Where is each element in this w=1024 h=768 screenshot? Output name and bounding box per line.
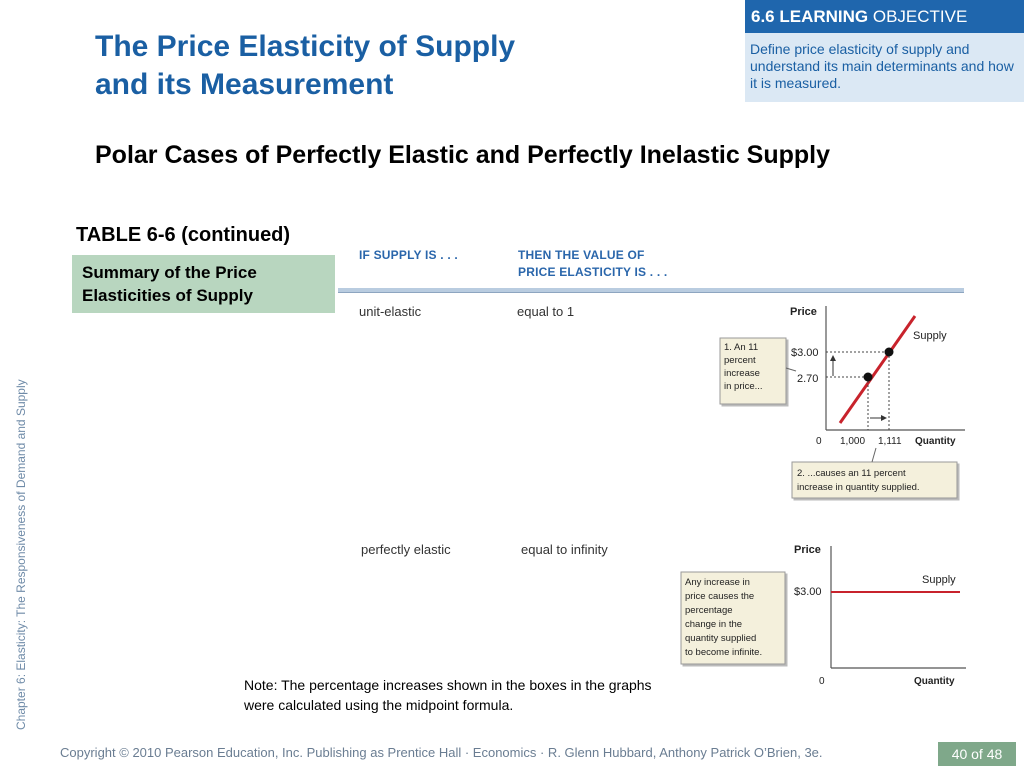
origin-label: 0 — [816, 436, 822, 447]
copyright-footer: Copyright © 2010 Pearson Education, Inc.… — [60, 745, 823, 760]
point-high — [884, 347, 894, 357]
slide-subtitle: Polar Cases of Perfectly Elastic and Per… — [95, 141, 831, 169]
callout-quantity-increase — [791, 461, 958, 499]
table-summary-box: Summary of the Price Elasticities of Sup… — [72, 255, 335, 313]
page-number-badge: 40 of 48 — [938, 742, 1016, 766]
table-label: TABLE 6-6 (continued) — [76, 224, 291, 246]
callout-infinite-change — [680, 571, 786, 665]
unit-elastic-supply-graph: Price Quantity Supply $3.00 2.70 0 1,000… — [719, 306, 965, 499]
origin-label: 0 — [819, 676, 825, 687]
row-unit-elastic-label: unit-elastic — [359, 304, 422, 319]
table-header-rule — [338, 288, 964, 293]
perfectly-elastic-supply-graph: Price Quantity 0 Supply $3.00 Any increa… — [680, 544, 966, 687]
column-header-elasticity-line1: THEN THE VALUE OF — [518, 248, 645, 262]
column-header-supply: IF SUPPLY IS . . . — [359, 248, 458, 262]
y-axis-label: Price — [794, 544, 821, 556]
column-header-elasticity-line2: PRICE ELASTICITY IS . . . — [518, 265, 668, 279]
price-label: $3.00 — [794, 586, 822, 598]
chapter-side-label: Chapter 6: Elasticity: The Responsivenes… — [14, 379, 28, 730]
callout-price-increase — [719, 337, 787, 405]
supply-curve-label: Supply — [913, 330, 947, 342]
row-unit-elastic-value: equal to 1 — [517, 304, 575, 319]
learning-objective-text: Define price elasticity of supply and un… — [750, 41, 1014, 91]
supply-curve — [838, 315, 917, 424]
supply-curve-label: Supply — [922, 574, 956, 586]
title-line-2: and its Measurement — [95, 68, 394, 101]
objective-number: 6.6 LEARNING — [751, 7, 869, 26]
row-perfectly-elastic-value: equal to infinity — [521, 542, 608, 557]
price-low-label: 2.70 — [797, 373, 818, 385]
row-perfectly-elastic-label: perfectly elastic — [361, 542, 451, 557]
footnote: Note: The percentage increases shown in … — [244, 677, 652, 713]
column-header-elasticity: THEN THE VALUE OF PRICE ELASTICITY IS . … — [518, 247, 667, 281]
callout-price-increase-text: 1. An 11 percent increase in price... — [724, 342, 763, 392]
page-title: The Price Elasticity of Supply and its M… — [95, 28, 655, 104]
callout-quantity-increase-text: 2. ...causes an 11 percent increase in q… — [797, 468, 920, 493]
quantity-low-label: 1,000 — [840, 436, 865, 447]
quantity-high-label: 1,111 — [878, 436, 902, 447]
x-axis-label: Quantity — [914, 676, 955, 687]
learning-objective-header: 6.6 LEARNING OBJECTIVE — [745, 0, 1024, 33]
price-high-label: $3.00 — [791, 347, 819, 359]
point-low — [863, 372, 873, 382]
title-line-1: The Price Elasticity of Supply — [95, 30, 516, 63]
y-axis-label: Price — [790, 306, 817, 318]
callout-infinite-change-text: Any increase in price causes the percent… — [685, 577, 762, 658]
x-axis-label: Quantity — [915, 436, 956, 447]
objective-label: OBJECTIVE — [872, 7, 968, 26]
